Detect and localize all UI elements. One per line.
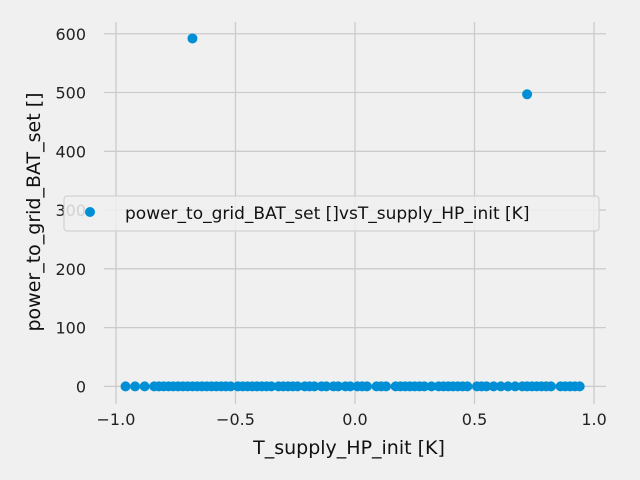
legend-box (63, 195, 600, 232)
data-point (139, 381, 150, 392)
data-point (502, 381, 513, 392)
data-point (462, 381, 473, 392)
data-points (120, 33, 585, 392)
x-tick-label: 1.0 (581, 410, 606, 429)
x-tick-label: −1.0 (97, 410, 136, 429)
legend: power_to_grid_BAT_set []vsT_supply_HP_in… (63, 195, 600, 232)
data-point (522, 89, 533, 100)
data-point (130, 381, 141, 392)
legend-label: power_to_grid_BAT_set []vsT_supply_HP_in… (125, 204, 529, 224)
y-tick-label: 400 (55, 142, 86, 161)
data-point (419, 381, 430, 392)
data-point (381, 381, 392, 392)
y-tick-label: 500 (55, 84, 86, 103)
data-point (426, 381, 437, 392)
y-tick-label: 0 (76, 377, 86, 396)
y-tick-label: 200 (55, 260, 86, 279)
data-point (120, 381, 131, 392)
data-point (510, 381, 521, 392)
data-point (488, 381, 499, 392)
data-point (495, 381, 506, 392)
data-point (266, 381, 277, 392)
data-point (481, 381, 492, 392)
legend-marker (85, 207, 95, 217)
x-tick-label: 0.0 (342, 410, 367, 429)
data-point (345, 381, 356, 392)
data-point (574, 381, 585, 392)
x-axis-label: T_supply_HP_init [K] (252, 437, 445, 459)
data-point (309, 381, 320, 392)
data-point (225, 381, 236, 392)
y-tick-label: 600 (55, 25, 86, 44)
data-point (333, 381, 344, 392)
data-point (321, 381, 332, 392)
data-point (361, 381, 372, 392)
data-point (187, 33, 198, 44)
data-point (546, 381, 557, 392)
y-axis-label: power_to_grid_BAT_set [] (23, 92, 45, 331)
data-point (292, 381, 303, 392)
x-tick-labels: −1.0 −0.5 0.0 0.5 1.0 (97, 410, 607, 429)
x-tick-label: 0.5 (462, 410, 487, 429)
y-tick-label: 100 (55, 319, 86, 338)
x-tick-label: −0.5 (216, 410, 255, 429)
